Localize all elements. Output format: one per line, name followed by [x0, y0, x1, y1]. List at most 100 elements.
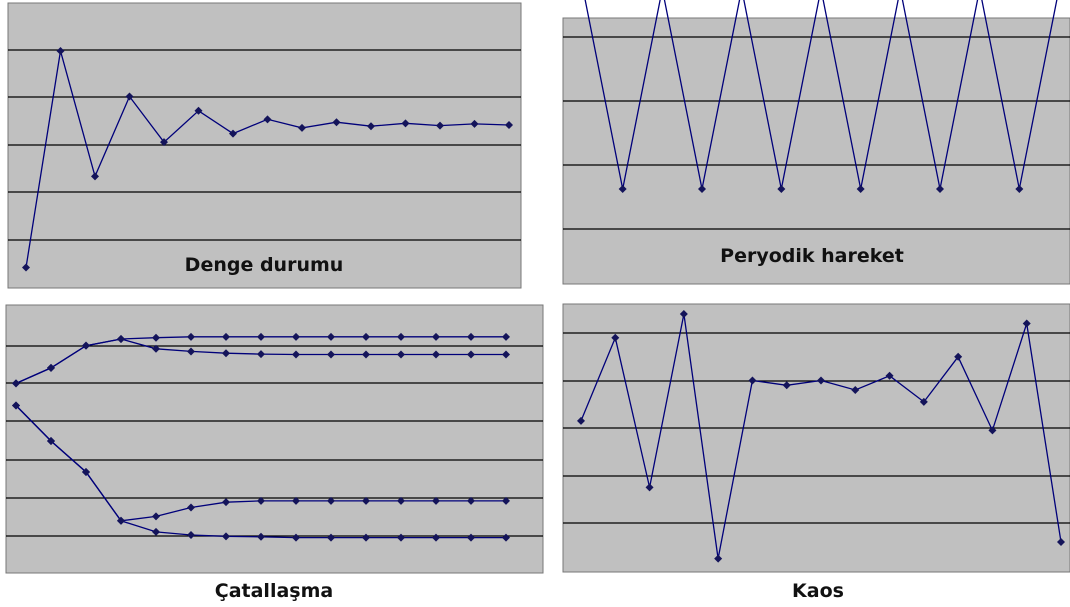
data-point-catallasma-1-0	[12, 379, 20, 388]
data-point-catallasma-1-13	[467, 350, 475, 359]
chart-title-periyodik: Peryodik hareket	[720, 245, 904, 267]
data-point-catallasma-3-11	[397, 533, 405, 542]
data-point-catallasma-1-5	[187, 347, 195, 356]
data-point-kaos-0-4	[714, 554, 723, 563]
data-point-catallasma-3-10	[362, 533, 370, 542]
data-point-catallasma-0-4	[152, 333, 160, 342]
data-point-periyodik-0-11	[1015, 185, 1024, 193]
data-point-denge-0-3	[125, 92, 134, 101]
series-group-periyodik	[584, 0, 1058, 193]
chart-panel-denge: Denge durumu	[7, 2, 522, 289]
data-point-catallasma-1-2	[82, 341, 90, 350]
data-point-denge-0-5	[194, 106, 203, 115]
data-point-catallasma-0-6	[222, 332, 230, 341]
data-point-denge-0-0	[22, 263, 30, 272]
data-point-catallasma-3-0	[12, 401, 20, 410]
data-point-periyodik-0-1	[618, 185, 627, 193]
chart-title-denge: Denge durumu	[185, 254, 344, 276]
data-point-catallasma-2-5	[187, 503, 195, 512]
data-point-denge-0-7	[263, 115, 272, 124]
data-point-kaos-0-12	[988, 426, 997, 435]
data-point-periyodik-0-7	[856, 185, 865, 193]
data-point-catallasma-3-13	[467, 533, 475, 542]
data-point-denge-0-10	[367, 122, 375, 131]
data-point-catallasma-2-13	[467, 496, 475, 505]
data-point-kaos-0-13	[1022, 319, 1031, 328]
data-point-kaos-0-11	[954, 352, 963, 361]
data-point-catallasma-1-6	[222, 349, 230, 358]
data-point-periyodik-0-3	[698, 185, 706, 193]
plot-area-catallasma	[5, 304, 544, 574]
data-point-denge-0-14	[505, 121, 513, 130]
data-point-periyodik-0-9	[936, 185, 944, 193]
data-point-catallasma-1-14	[502, 350, 510, 359]
gridlines-denge	[8, 49, 521, 241]
data-point-denge-0-2	[91, 172, 99, 181]
data-point-catallasma-0-5	[187, 332, 195, 341]
chart-panel-catallasma: Çatallaşma	[5, 304, 544, 602]
gridlines-catallasma	[6, 345, 543, 537]
data-point-kaos-0-0	[577, 416, 585, 425]
data-point-catallasma-1-11	[397, 350, 405, 359]
data-point-catallasma-3-12	[432, 533, 440, 542]
data-point-periyodik-0-5	[777, 185, 786, 193]
data-point-kaos-0-10	[919, 397, 928, 406]
data-point-catallasma-1-8	[292, 350, 300, 359]
data-point-kaos-0-7	[817, 376, 825, 385]
chart-title-catallasma: Çatallaşma	[215, 580, 333, 602]
data-point-catallasma-1-4	[152, 344, 160, 353]
data-point-kaos-0-5	[748, 376, 757, 385]
data-point-catallasma-2-11	[397, 496, 405, 505]
series-group-denge	[22, 46, 513, 272]
data-point-catallasma-1-10	[362, 350, 370, 359]
data-point-kaos-0-2	[645, 483, 654, 492]
data-point-catallasma-3-7	[257, 532, 265, 541]
data-point-kaos-0-6	[782, 381, 791, 390]
data-point-catallasma-3-2	[82, 468, 90, 477]
data-point-denge-0-11	[401, 119, 410, 128]
data-point-catallasma-0-11	[397, 332, 405, 341]
data-point-catallasma-2-9	[327, 496, 335, 505]
chart-title-kaos: Kaos	[792, 580, 844, 602]
data-point-denge-0-8	[298, 123, 306, 132]
data-point-denge-0-6	[229, 129, 237, 138]
data-point-catallasma-3-14	[502, 533, 510, 542]
data-point-kaos-0-8	[851, 386, 860, 394]
data-point-catallasma-3-9	[327, 533, 335, 542]
data-point-catallasma-0-10	[362, 332, 370, 341]
data-point-catallasma-2-7	[257, 496, 265, 505]
data-point-kaos-0-14	[1057, 538, 1065, 546]
data-point-catallasma-1-12	[432, 350, 440, 359]
data-point-kaos-0-3	[679, 310, 688, 318]
data-point-catallasma-2-10	[362, 496, 370, 505]
data-point-catallasma-3-1	[47, 437, 55, 445]
data-point-catallasma-2-6	[222, 498, 230, 507]
data-point-catallasma-2-4	[152, 512, 160, 521]
chart-panel-kaos: Kaos	[562, 303, 1070, 602]
data-point-kaos-0-9	[885, 371, 894, 380]
data-point-denge-0-9	[332, 118, 341, 127]
data-point-catallasma-1-3	[117, 335, 125, 344]
data-point-kaos-0-1	[611, 333, 620, 342]
data-point-catallasma-0-8	[292, 332, 300, 341]
data-point-denge-0-12	[436, 121, 444, 130]
data-point-catallasma-1-1	[47, 363, 55, 372]
data-point-catallasma-3-4	[152, 527, 160, 536]
data-point-catallasma-0-9	[327, 332, 335, 341]
series-group-catallasma	[12, 332, 510, 542]
data-point-catallasma-2-8	[292, 496, 300, 505]
data-point-catallasma-0-13	[467, 332, 475, 341]
gridlines-periyodik	[563, 36, 1070, 230]
data-point-denge-0-4	[160, 138, 168, 147]
data-point-catallasma-3-5	[187, 530, 195, 539]
plot-area-kaos	[562, 303, 1070, 573]
data-point-catallasma-2-14	[502, 496, 510, 505]
data-point-catallasma-3-8	[292, 533, 300, 542]
data-point-catallasma-1-7	[257, 350, 265, 359]
data-point-denge-0-13	[470, 119, 479, 128]
data-point-catallasma-0-7	[257, 332, 265, 341]
data-point-catallasma-1-9	[327, 350, 335, 359]
data-point-catallasma-2-12	[432, 496, 440, 505]
data-point-catallasma-0-12	[432, 332, 440, 341]
